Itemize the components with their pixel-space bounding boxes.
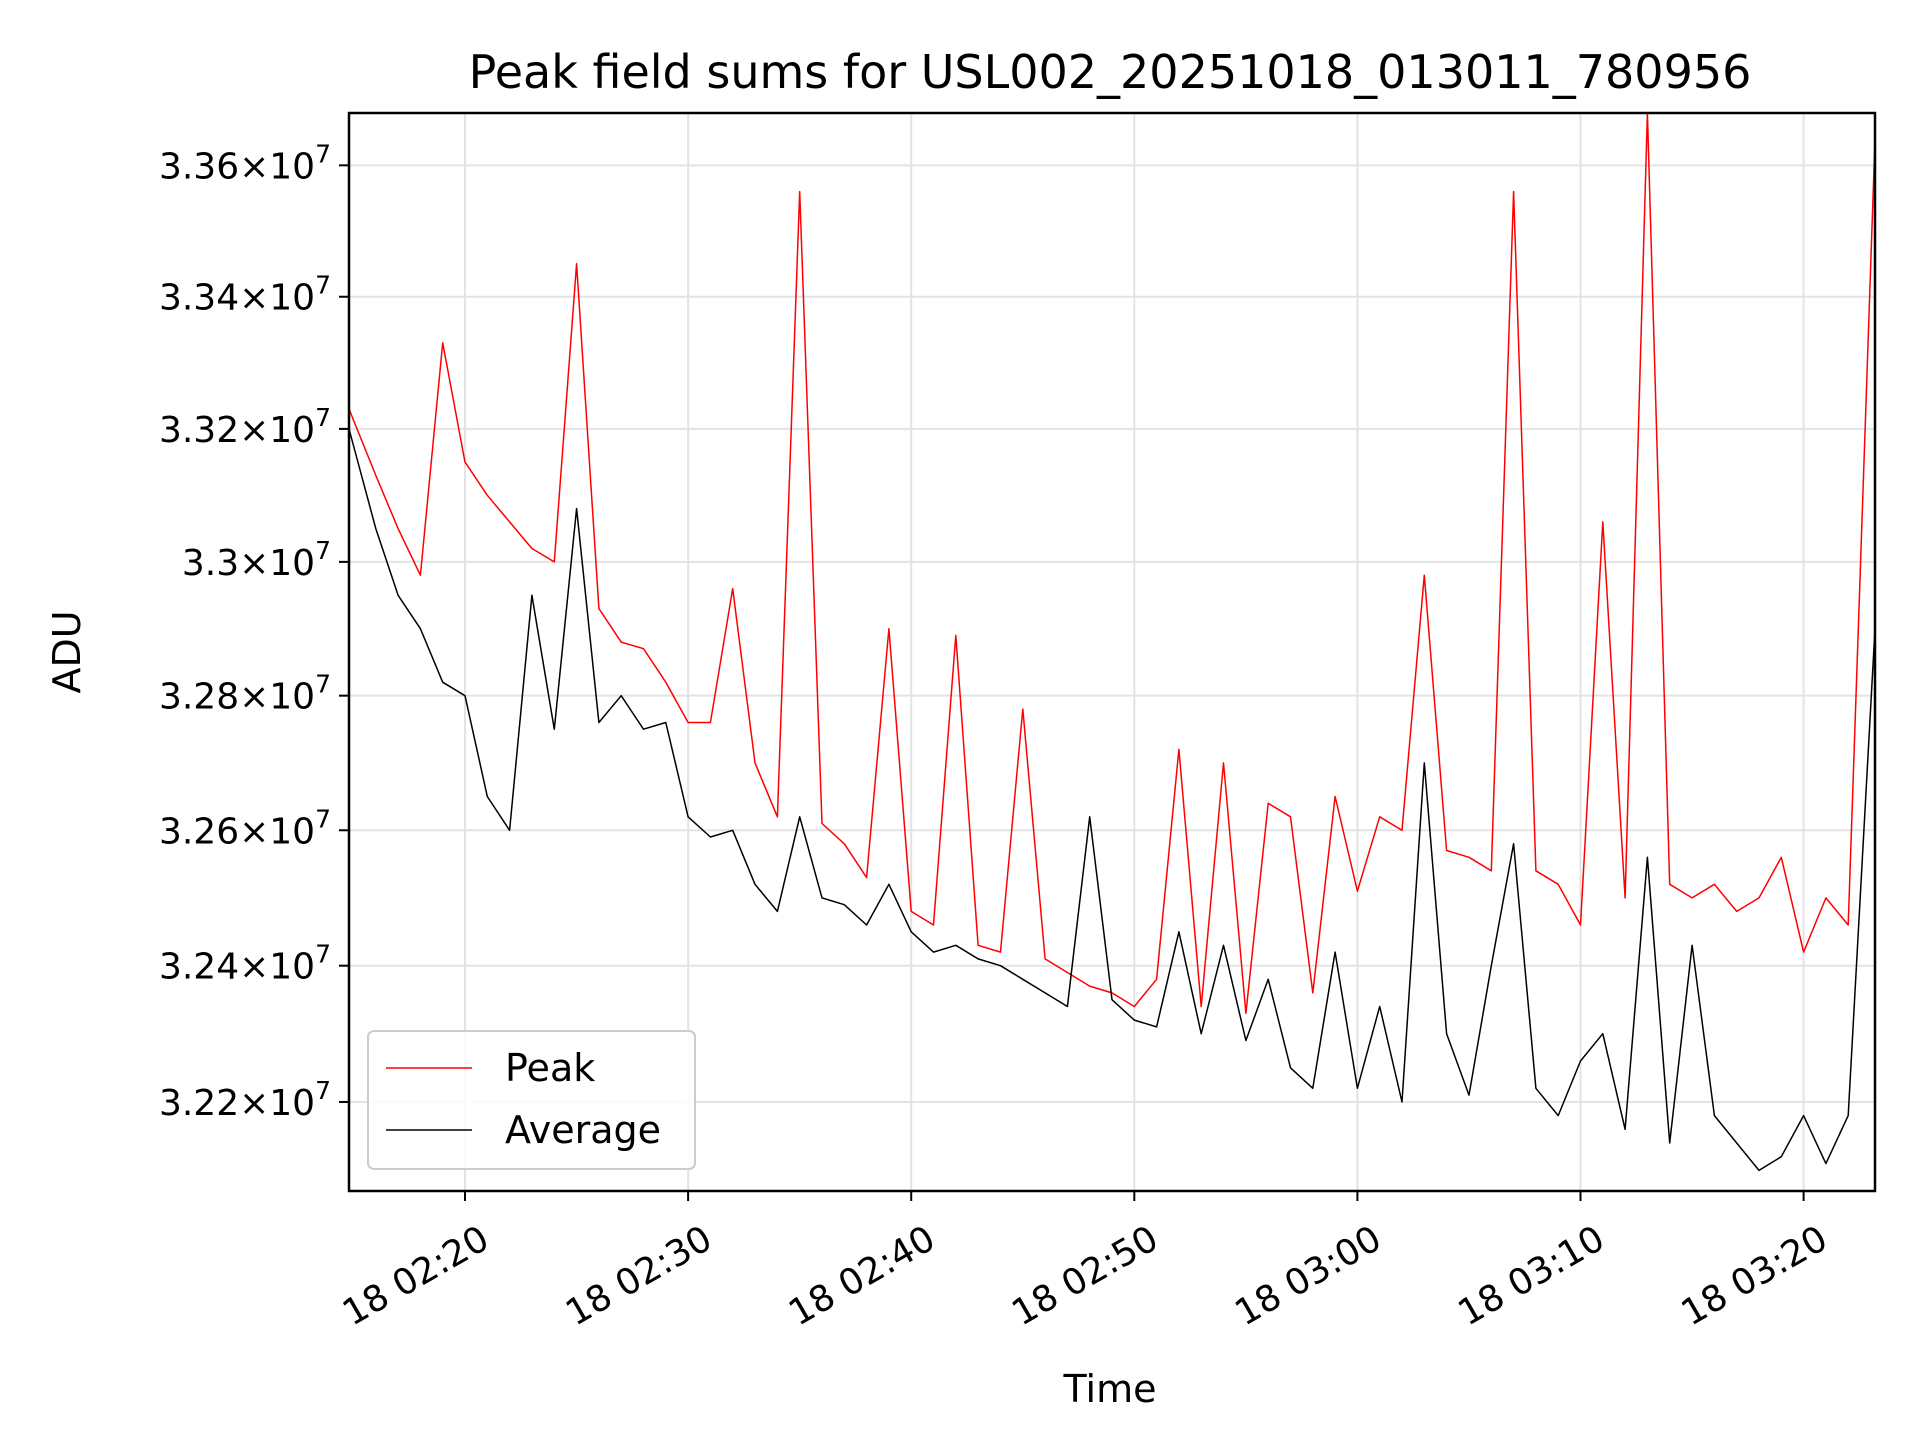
y-axis-label: ADU xyxy=(45,610,89,693)
plot-series xyxy=(349,113,1875,1172)
y-tick-label: 3.3×107 xyxy=(182,536,331,584)
chart-title: Peak field sums for USL002_20251018_0130… xyxy=(469,45,1752,99)
x-axis-label: Time xyxy=(1063,1367,1157,1411)
legend-box xyxy=(367,1030,696,1170)
y-tick-label: 3.24×107 xyxy=(159,940,331,988)
y-tick-label: 3.26×107 xyxy=(159,804,331,852)
series-line-average xyxy=(349,428,1875,1172)
y-tick-label: 3.28×107 xyxy=(159,670,331,718)
grid xyxy=(349,113,1875,1191)
y-tick-label: 3.36×107 xyxy=(159,139,331,187)
y-tick-label: 3.32×107 xyxy=(159,403,331,451)
legend-peak-label: Peak xyxy=(505,1046,595,1090)
plot-frame xyxy=(347,111,1877,1193)
y-tick-label: 3.34×107 xyxy=(159,271,331,319)
series-line-peak xyxy=(349,113,1875,1015)
legend-average-label: Average xyxy=(505,1108,661,1152)
y-tick-label: 3.22×107 xyxy=(159,1076,331,1124)
legend: Peak Average xyxy=(367,1030,696,1170)
